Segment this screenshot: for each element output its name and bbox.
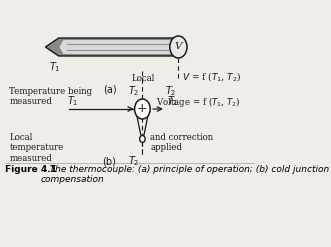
PathPatch shape	[60, 40, 177, 54]
Text: $T_2$: $T_2$	[128, 84, 139, 98]
Text: $T_1$: $T_1$	[49, 60, 60, 74]
Circle shape	[140, 136, 145, 143]
Text: and correction
applied: and correction applied	[150, 133, 213, 152]
PathPatch shape	[45, 38, 178, 56]
Text: Voltage = f ($T_1$, $T_2$): Voltage = f ($T_1$, $T_2$)	[157, 95, 241, 109]
Text: $T_2$: $T_2$	[128, 154, 139, 168]
Text: $T_2$: $T_2$	[165, 84, 176, 98]
Circle shape	[135, 99, 150, 119]
Text: $T_1$: $T_1$	[167, 94, 179, 108]
Text: The thermocouple: (a) principle of operation; (b) cold junction
compensation: The thermocouple: (a) principle of opera…	[41, 165, 329, 185]
Text: $V$ = f ($T_1$, $T_2$): $V$ = f ($T_1$, $T_2$)	[182, 70, 242, 83]
Text: Local
temperature
measured: Local temperature measured	[9, 133, 64, 163]
Circle shape	[170, 36, 187, 58]
Text: Figure 4.1: Figure 4.1	[5, 165, 57, 174]
Text: Temperature being
measured: Temperature being measured	[9, 87, 92, 106]
Text: (a): (a)	[103, 84, 117, 94]
Text: $T_1$: $T_1$	[67, 94, 79, 108]
Text: +: +	[137, 103, 148, 116]
Text: (b): (b)	[103, 157, 117, 167]
Text: Local: Local	[131, 74, 155, 83]
Text: V: V	[175, 42, 182, 52]
